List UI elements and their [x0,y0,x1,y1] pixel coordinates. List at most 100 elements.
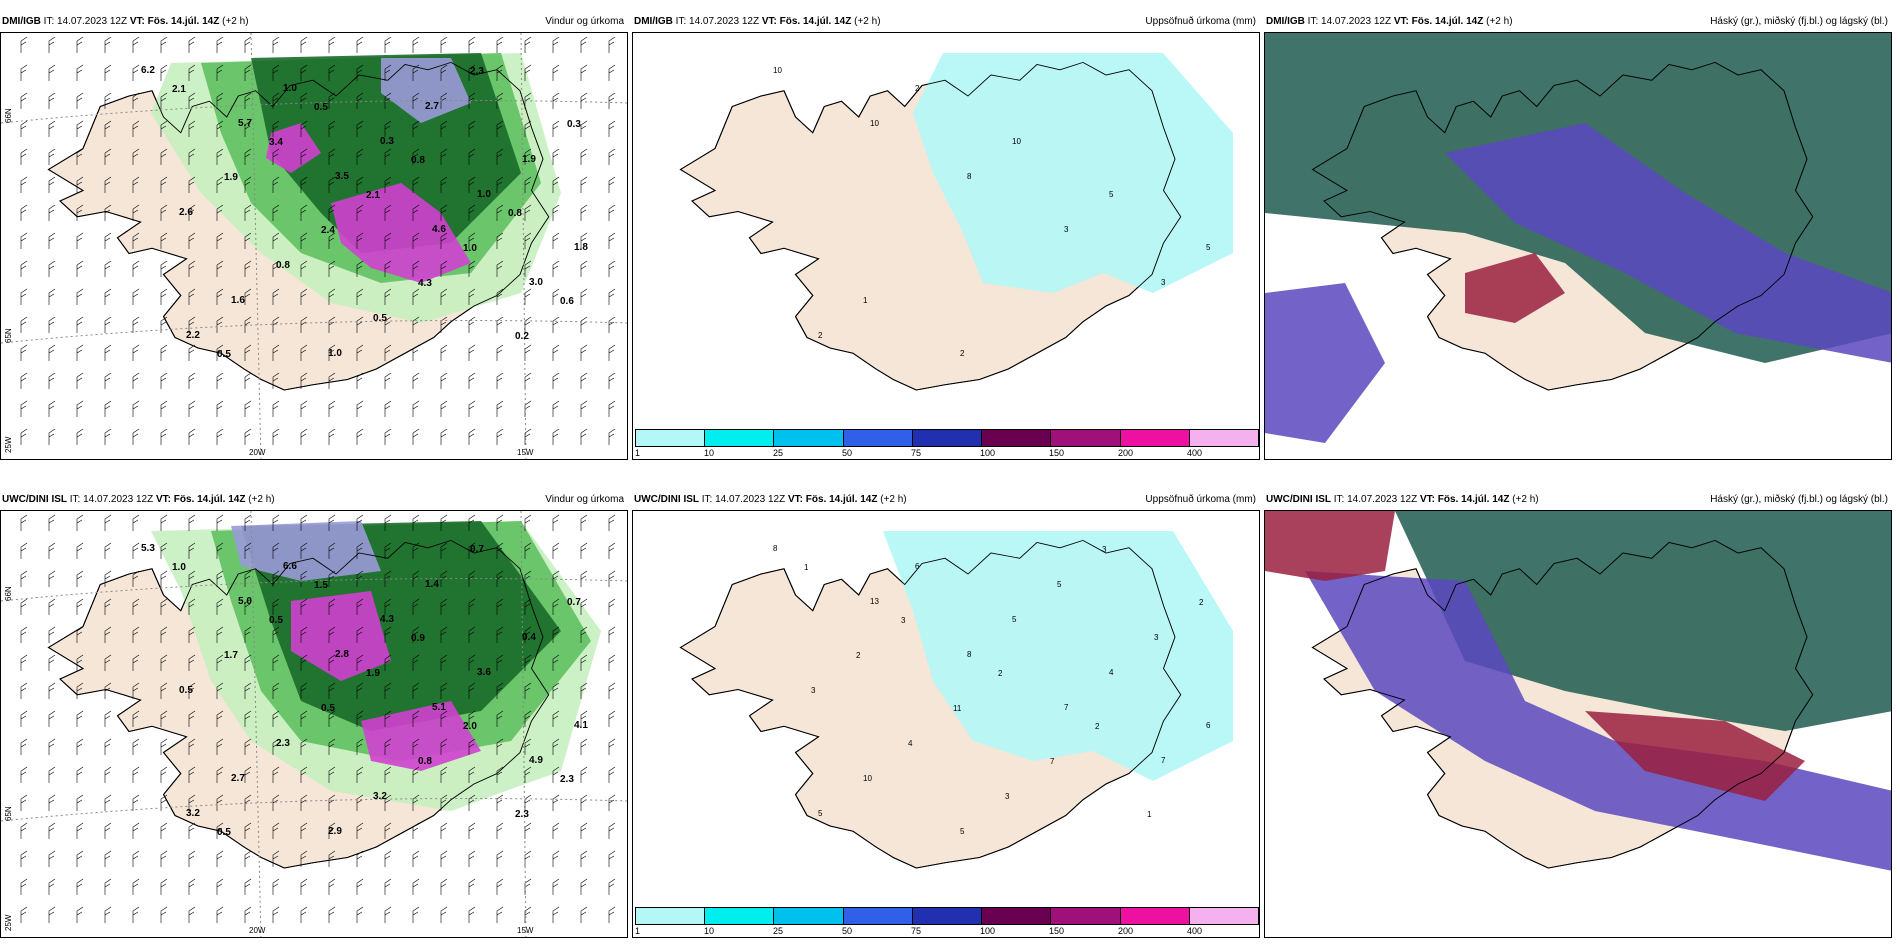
wind-barb [412,316,420,333]
wind-barb [132,570,140,587]
wind-barb [440,626,448,643]
value-labels: 6.2 5.7 3.5 4.6 3.0 2.2 1.0 0.3 1.0 1.8 1.6 1.0 2.7 1… [141,65,588,360]
panel-title: Vindur og úrkoma [545,16,624,27]
wind-barb [160,316,168,333]
wind-barb [440,148,448,165]
wind-barb [356,148,364,165]
wind-barb [300,738,308,755]
wind-barb [524,232,532,249]
wind-barbs [20,36,616,445]
wind-barb [524,316,532,333]
value-label: 2.7 [231,773,245,784]
value-label: 7 [1064,703,1069,712]
value-label: 3 [811,686,816,695]
value-label: 4.6 [432,224,446,235]
wind-barb [20,64,28,81]
wind-barb [48,738,56,755]
wind-barb [468,542,476,559]
wind-barb [328,710,336,727]
wind-barb [272,514,280,531]
wind-barb [300,654,308,671]
wind-barb [188,570,196,587]
wind-barb [496,372,504,389]
wind-barb [384,148,392,165]
wind-barb [440,64,448,81]
wind-barb [384,850,392,867]
colorbar-tick: 75 [911,448,922,458]
wind-barb [48,120,56,137]
wind-barb [412,598,420,615]
wind-barb [468,92,476,109]
wind-barb [300,36,308,53]
coastline [47,539,550,869]
wind-barb [440,906,448,923]
wind-barb [272,428,280,445]
wind-barb [608,766,616,783]
wind-barb [272,400,280,417]
colorbar-swatch [843,430,913,446]
value-label: 1.5 [314,580,328,591]
wind-barb [188,344,196,361]
init-time: IT: 14.07.2023 12Z [43,16,128,27]
wind-barb [440,654,448,671]
wind-barb [468,850,476,867]
wind-barb [20,260,28,277]
wind-barbs [20,514,616,923]
value-label: 2.7 [425,101,439,112]
value-label: 2.4 [321,225,335,236]
map-panel-wind-uwc: UWC/DINI ISL IT: 14.07.2023 12Z VT: Fös.… [0,490,628,938]
wind-barb [244,204,252,221]
valid-time-label: VT: [1393,16,1409,27]
wind-barb [468,598,476,615]
wind-barb [76,850,84,867]
wind-barb [20,176,28,193]
wind-barb [328,682,336,699]
colorbar-tick: 25 [773,448,784,458]
lead-time: (+2 h) [1486,16,1513,27]
value-label: 10 [773,66,782,75]
value-label: 1.0 [172,562,186,573]
panel-title: Uppsöfnuð úrkoma (mm) [1145,16,1256,27]
colorbar-swatch [774,908,844,924]
wind-barb [608,176,616,193]
wind-barb [412,288,420,305]
wind-barb [188,766,196,783]
wind-barb [608,514,616,531]
wind-barb [20,850,28,867]
wind-barb [580,120,588,137]
wind-barb [440,204,448,221]
wind-barb [272,176,280,193]
wind-barb [356,850,364,867]
wind-barb [300,710,308,727]
wind-barb [468,794,476,811]
wind-barb [552,710,560,727]
wind-barb [160,906,168,923]
map-canvas: 66N 65N 25W 20W 15W 6.2 5.7 3.5 4.6 3.0 2.2 1.0 0.3 1… [0,32,628,460]
wind-barb [272,598,280,615]
wind-barb [132,738,140,755]
wind-barb [244,316,252,333]
wind-barb [76,120,84,137]
value-label: 0.2 [515,331,529,342]
wind-barb [48,878,56,895]
value-label: 8 [967,172,972,181]
wind-barb [244,626,252,643]
wind-barb [272,822,280,839]
wind-barb [356,176,364,193]
wind-barb [160,148,168,165]
wind-barb [272,260,280,277]
value-label: 5.7 [238,118,252,129]
wind-barb [552,176,560,193]
wind-barb [384,654,392,671]
wind-barb [132,344,140,361]
wind-barb [384,710,392,727]
wind-barb [552,372,560,389]
wind-barb [384,400,392,417]
panel-header: UWC/DINI ISL IT: 14.07.2023 12Z VT: Fös.… [632,490,1260,510]
wind-barb [48,372,56,389]
wind-barb [524,542,532,559]
wind-barb [356,878,364,895]
wind-barb [580,878,588,895]
wind-barb [328,288,336,305]
